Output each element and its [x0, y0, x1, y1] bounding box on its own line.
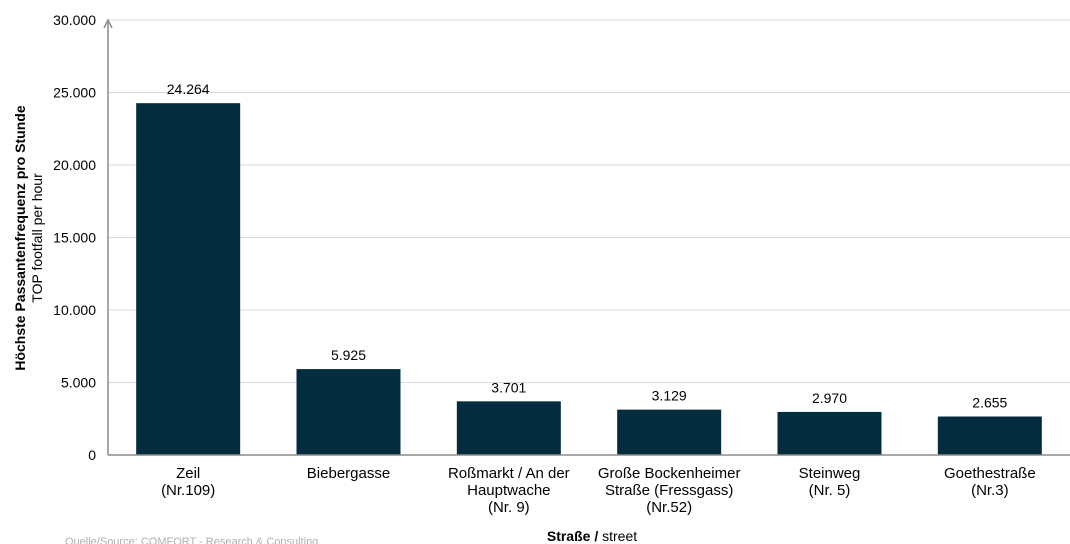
x-tick-label-line: Große Bockenheimer — [598, 465, 741, 482]
x-tick-label-line: (Nr. 9) — [488, 499, 530, 516]
bar — [456, 401, 561, 455]
x-tick-label: Große Bockenheimer Straße (Fressgass) (Nr.… — [598, 465, 741, 516]
bar — [777, 411, 882, 455]
x-tick-label: Roßmarkt / An der Hauptwache (Nr. 9) — [448, 465, 570, 516]
x-tick-label: Goethestraße (Nr.3) — [944, 465, 1036, 499]
x-axis-title-bold: Straße / — [547, 528, 598, 544]
bar — [136, 103, 241, 455]
y-tick-label: 10.000 — [53, 302, 96, 318]
data-label: 3.701 — [491, 379, 526, 395]
x-tick-label-line: (Nr.52) — [646, 499, 692, 516]
x-tick-label-line: Steinweg — [799, 465, 861, 482]
x-tick-label: Biebergasse — [307, 465, 390, 482]
axes — [103, 18, 1070, 456]
x-tick-label-line: (Nr. 5) — [809, 482, 851, 499]
y-tick-label: 15.000 — [53, 230, 96, 246]
x-tick-label-line: (Nr.109) — [161, 482, 215, 499]
data-label: 24.264 — [167, 81, 210, 97]
bar — [937, 416, 1042, 455]
x-tick-label-line: Zeil — [176, 465, 200, 482]
y-tick-label: 5.000 — [61, 375, 96, 391]
x-tick-label: Zeil (Nr.109) — [161, 465, 215, 499]
data-label: 2.655 — [972, 395, 1007, 411]
labels: 0 5.000 10.000 15.000 20.000 25.000 30.000 24.2… — [53, 12, 1036, 516]
data-label: 5.925 — [331, 347, 366, 363]
x-tick-label-line: Goethestraße — [944, 465, 1036, 482]
bars — [136, 103, 1042, 455]
y-axis-subtitle: TOP footfall per hour — [29, 173, 45, 303]
x-axis-title: Straße / street — [547, 528, 637, 544]
bar — [617, 409, 722, 455]
x-tick-label-line: Straße (Fressgass) — [605, 482, 733, 499]
y-tick-label: 25.000 — [53, 85, 96, 101]
y-axis-arrow — [103, 18, 113, 29]
data-label: 3.129 — [652, 388, 687, 404]
x-tick-label-line: Roßmarkt / An der — [448, 465, 570, 482]
x-tick-label-line: Hauptwache — [467, 482, 550, 499]
y-tick-label: 30.000 — [53, 12, 96, 28]
y-tick-label: 0 — [88, 447, 96, 463]
y-tick-label: 20.000 — [53, 157, 96, 173]
x-axis-title-normal: street — [598, 528, 637, 544]
x-tick-label-line: (Nr.3) — [971, 482, 1009, 499]
data-label: 2.970 — [812, 390, 847, 406]
x-tick-label-line: Biebergasse — [307, 465, 390, 482]
bar — [296, 369, 401, 455]
source-note: Quelle/Source: COMFORT - Research & Cons… — [65, 536, 318, 544]
gridlines — [108, 19, 1070, 383]
y-axis-title: Höchste Passantenfrequenz pro Stunde — [12, 105, 28, 370]
x-tick-label: Steinweg (Nr. 5) — [799, 465, 861, 499]
